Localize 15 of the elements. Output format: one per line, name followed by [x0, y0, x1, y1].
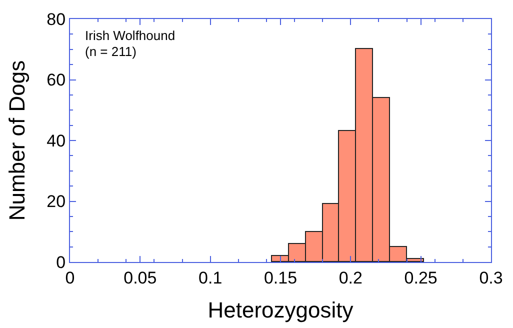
annotation: (n = 211) [85, 44, 136, 59]
x-tick-label: 0.3 [479, 268, 503, 288]
x-tick-label: 0.25 [404, 268, 438, 288]
y-tick-label: 60 [46, 70, 66, 90]
y-tick-label: 40 [46, 131, 66, 150]
y-tick-label: 0 [56, 252, 66, 272]
y-tick-label: 80 [46, 10, 66, 29]
x-tick-label: 0.05 [124, 268, 157, 288]
x-tick-label: 0.1 [198, 268, 222, 288]
x-axis-title: Heterozygosity [208, 297, 354, 322]
y-tick-label: 20 [46, 192, 66, 212]
x-tick-label: 0.15 [264, 268, 298, 288]
x-tick-label: 0.2 [338, 268, 362, 288]
y-axis-title: Number of Dogs [4, 60, 30, 221]
annotation: Irish Wolfhound [85, 28, 176, 43]
